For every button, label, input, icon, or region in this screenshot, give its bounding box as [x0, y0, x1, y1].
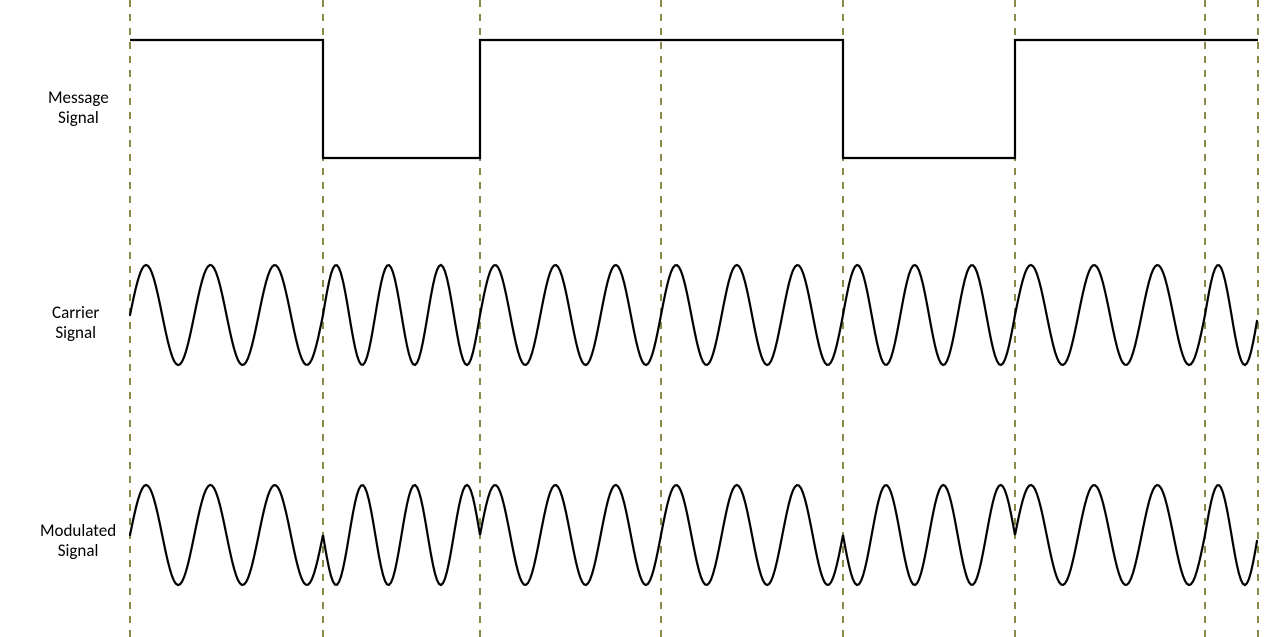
guides-group — [130, 0, 1258, 637]
carrier-signal-plot — [130, 265, 1257, 365]
carrier-signal-label: Carrier Signal — [52, 303, 99, 344]
modulated-path — [130, 485, 1257, 585]
message-signal-plot — [130, 40, 1258, 158]
diagram-svg — [0, 0, 1277, 637]
modulated-signal-plot — [130, 485, 1257, 585]
carrier-path — [130, 265, 1257, 365]
message-signal-label: Message Signal — [48, 88, 109, 129]
message-path — [130, 40, 1258, 158]
modulated-signal-label: Modulated Signal — [40, 521, 116, 562]
signal-diagram: Message Signal Carrier Signal Modulated … — [0, 0, 1277, 637]
